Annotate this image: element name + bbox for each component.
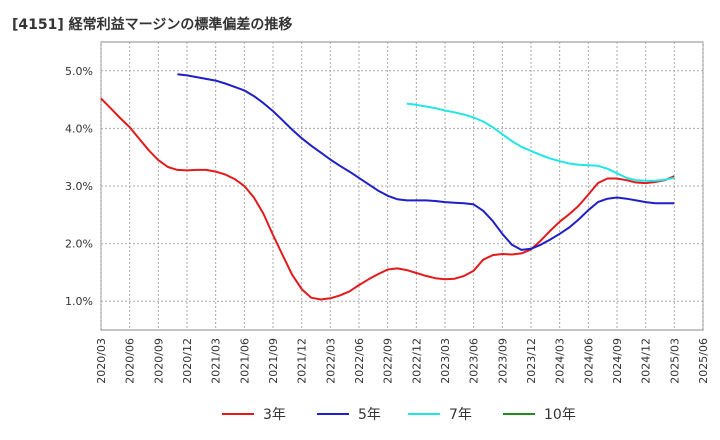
- legend-label-2: 5年: [358, 407, 381, 423]
- x-tick-label: 2024/06: [582, 338, 595, 384]
- chart-title: [4151] 経常利益マージンの標準偏差の推移: [12, 17, 293, 33]
- x-tick-label: 2020/09: [152, 338, 165, 384]
- x-tick-label: 2021/03: [210, 338, 223, 384]
- x-tick-label: 2023/03: [439, 338, 452, 384]
- x-tick-label: 2024/12: [640, 338, 653, 384]
- x-tick-label: 2021/06: [238, 338, 251, 384]
- x-tick-label: 2020/12: [181, 338, 194, 384]
- x-tick-label: 2022/12: [410, 338, 423, 384]
- series-line-1: [100, 97, 675, 301]
- x-tick-label: 2022/03: [324, 338, 337, 384]
- x-tick-label: 2021/09: [267, 338, 280, 384]
- legend-layer: 3年 5年 7年 10年: [222, 407, 576, 423]
- legend-label-4: 10年: [544, 407, 576, 423]
- y-tick-label: 4.0%: [65, 122, 93, 135]
- x-tick-label: 2023/12: [525, 338, 538, 384]
- x-tick-label: 2023/09: [496, 338, 509, 384]
- series-line-2: [177, 73, 675, 251]
- x-tick-label: 2025/06: [697, 338, 710, 384]
- x-tick-label: 2020/06: [124, 338, 137, 384]
- y-tick-label: 1.0%: [65, 295, 93, 308]
- x-tick-label: 2021/12: [296, 338, 309, 384]
- y-tick-label: 2.0%: [65, 238, 93, 251]
- y-tick-label: 3.0%: [65, 180, 93, 193]
- series-line-3: [406, 102, 675, 182]
- legend-label-3: 7年: [449, 407, 472, 423]
- x-tick-label: 2022/06: [353, 338, 366, 384]
- x-tick-label: 2024/09: [611, 338, 624, 384]
- x-tick-label: 2025/03: [668, 338, 681, 384]
- axis-layer: 2020/03 2020/06 2020/09 2020/12 2021/03 2021/…: [65, 65, 710, 384]
- y-tick-label: 5.0%: [65, 65, 93, 78]
- x-tick-label: 2023/06: [468, 338, 481, 384]
- x-tick-label: 2020/03: [95, 338, 108, 384]
- grid-layer: [100, 41, 704, 331]
- series-layer: [100, 73, 675, 301]
- x-tick-label: 2024/03: [554, 338, 567, 384]
- legend-label-1: 3年: [263, 407, 286, 423]
- x-tick-label: 2022/09: [382, 338, 395, 384]
